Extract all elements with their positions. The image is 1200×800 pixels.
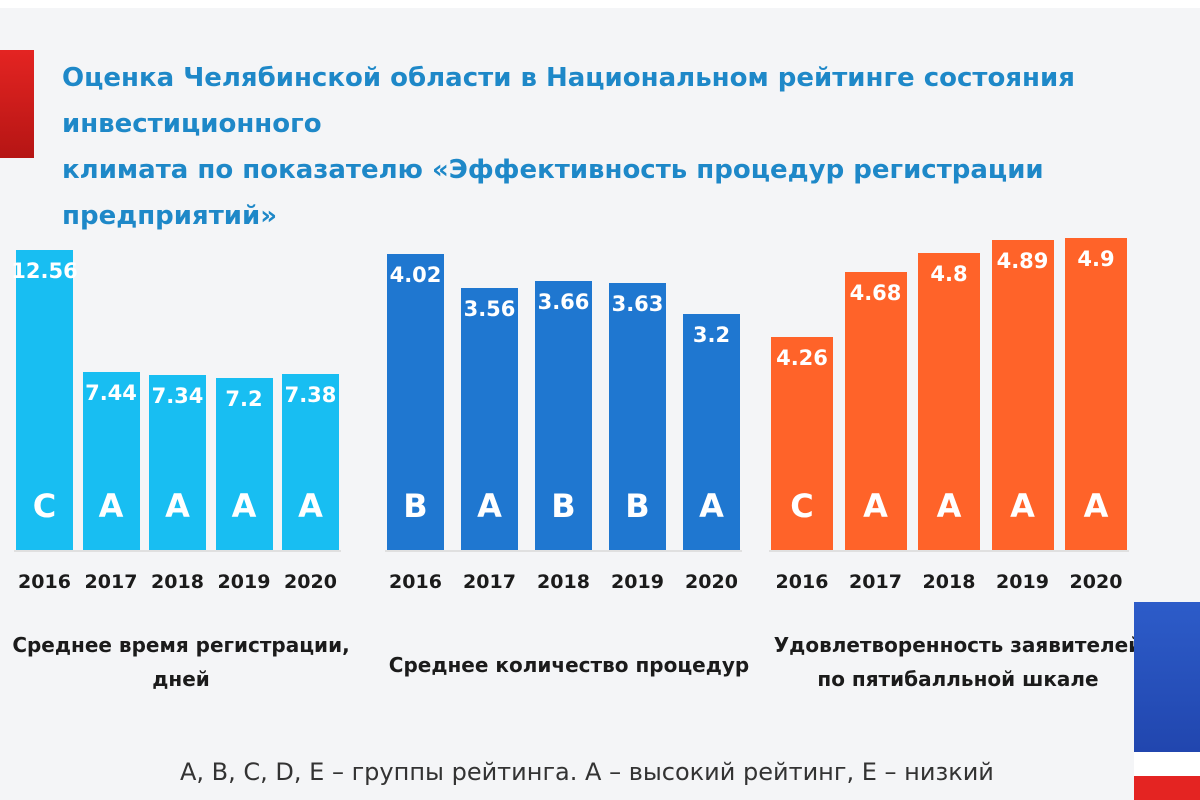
rating-grade-label: A xyxy=(165,487,190,525)
rating-grade-label: B xyxy=(625,487,650,525)
bar-value-label: 7.34 xyxy=(151,383,204,408)
bar-value-label: 7.38 xyxy=(284,382,337,407)
year-tick-label: 2018 xyxy=(922,571,976,593)
title-accent-bar xyxy=(0,50,34,158)
bar xyxy=(844,271,907,550)
year-tick-label: 2017 xyxy=(84,571,138,593)
registration-time-caption: Среднее время регистрации, дней xyxy=(0,628,362,696)
year-tick-label: 2019 xyxy=(217,571,271,593)
year-tick-label: 2020 xyxy=(685,571,738,593)
applicant-satisfaction-caption: Удовлетворенность заявителей по пятибалль… xyxy=(763,628,1153,696)
bar xyxy=(918,253,980,550)
bar xyxy=(535,280,592,550)
flag-decoration-red xyxy=(1134,776,1200,800)
caption-line: Среднее время регистрации, xyxy=(12,633,350,657)
rating-grade-label: A xyxy=(1010,487,1035,525)
year-tick-label: 2018 xyxy=(537,571,590,593)
year-tick-label: 2016 xyxy=(18,571,71,593)
bar-value-label: 4.8 xyxy=(930,262,968,287)
bar-value-label: 3.66 xyxy=(537,289,590,314)
rating-grade-label: C xyxy=(790,487,814,525)
applicant-satisfaction-baseline xyxy=(769,550,1129,552)
rating-grade-label: A xyxy=(1083,487,1109,525)
slide-title-line-1: Оценка Челябинской области в Национально… xyxy=(62,63,1075,139)
bar-value-label: 3.63 xyxy=(611,291,664,316)
procedures-count-baseline xyxy=(385,550,742,552)
bar xyxy=(461,287,518,550)
year-tick-label: 2018 xyxy=(151,571,204,593)
bar-value-label: 4.02 xyxy=(389,263,442,287)
caption-line: Удовлетворенность заявителей xyxy=(773,633,1143,657)
bar-value-label: 7.2 xyxy=(225,387,263,412)
bar-value-label: 4.89 xyxy=(996,248,1049,273)
year-tick-label: 2016 xyxy=(389,571,442,593)
bar xyxy=(683,314,740,550)
year-tick-label: 2016 xyxy=(775,571,829,593)
rating-groups-footnote: A, B, C, D, E – группы рейтинга. A – выс… xyxy=(180,758,994,786)
year-tick-label: 2020 xyxy=(1069,571,1123,593)
bar-value-label: 3.56 xyxy=(463,296,516,321)
bar-value-label: 7.44 xyxy=(85,381,137,406)
bar-value-label: 3.2 xyxy=(692,323,731,348)
bar xyxy=(1065,238,1127,550)
bar xyxy=(387,254,444,550)
rating-grade-label: B xyxy=(551,487,576,525)
bar xyxy=(149,374,206,550)
registration-time-baseline xyxy=(14,550,341,552)
rating-grade-label: A xyxy=(863,487,888,525)
bar xyxy=(991,239,1054,550)
bar xyxy=(771,336,833,550)
year-tick-label: 2020 xyxy=(284,571,337,593)
year-tick-label: 2017 xyxy=(463,571,516,593)
rating-grade-label: B xyxy=(403,487,428,525)
rating-grade-label: C xyxy=(32,487,57,525)
rating-grade-label: A xyxy=(98,487,124,525)
bar xyxy=(609,282,666,550)
rating-grade-label: A xyxy=(231,487,257,525)
bar-value-label: 4.9 xyxy=(1077,247,1115,271)
procedures-count-caption: Среднее количество процедур xyxy=(386,648,752,682)
bar-value-label: 12.56 xyxy=(11,259,78,283)
bar-value-label: 4.26 xyxy=(776,345,828,370)
year-tick-label: 2019 xyxy=(996,571,1049,593)
caption-line: по пятибалльной шкале xyxy=(817,667,1099,691)
bar xyxy=(16,250,73,550)
bar xyxy=(282,373,339,550)
bar xyxy=(82,372,140,550)
year-tick-label: 2017 xyxy=(849,571,902,593)
year-tick-label: 2019 xyxy=(611,571,664,593)
bar-value-label: 4.68 xyxy=(849,280,902,305)
caption-line: дней xyxy=(152,667,210,691)
rating-grade-label: A xyxy=(936,487,962,525)
top-strip xyxy=(0,0,1200,8)
slide-title-line-2: климата по показателю «Эффективность про… xyxy=(62,155,1044,231)
rating-grade-label: A xyxy=(699,487,724,525)
bar xyxy=(215,378,273,550)
flag-decoration-white xyxy=(1134,752,1200,776)
rating-grade-label: A xyxy=(298,487,323,525)
slide-title: Оценка Челябинской области в Национально… xyxy=(62,55,1142,239)
caption-line: Среднее количество процедур xyxy=(388,653,750,677)
rating-grade-label: A xyxy=(477,487,502,525)
